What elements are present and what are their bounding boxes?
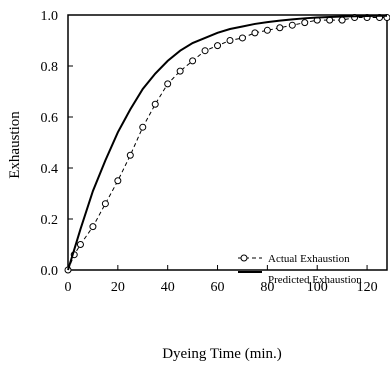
legend-actual-marker (240, 254, 248, 262)
series-actual-point (301, 19, 309, 27)
series-actual-line (67, 17, 387, 271)
x-tick-label: 40 (161, 280, 175, 295)
legend-predicted-label: Predicted Exhaustion (268, 274, 362, 286)
x-tick-label: 60 (211, 280, 225, 295)
y-tick-label: 0.6 (41, 111, 59, 126)
series-actual-point (176, 67, 184, 75)
plot-frame (67, 14, 388, 271)
series-actual-point (276, 24, 284, 32)
series-predicted-line (67, 14, 387, 271)
y-axis-title: Exhaustion (7, 111, 23, 179)
x-tick-label: 0 (65, 280, 72, 295)
y-tick-label: 0.4 (41, 162, 59, 177)
series-actual-point (114, 177, 122, 185)
series-actual-point (76, 241, 84, 248)
series-actual-point (338, 16, 346, 24)
x-tick-label: 20 (111, 280, 125, 295)
series-actual-point (201, 47, 209, 55)
series-actual-point (101, 200, 109, 208)
x-tick-label: 100 (307, 280, 328, 295)
y-tick-label: 0.2 (41, 213, 59, 228)
series-actual-point (164, 80, 172, 88)
series-actual-point (226, 37, 234, 44)
series-actual-point (238, 34, 246, 42)
y-tick-label: 1.0 (41, 9, 59, 24)
series-actual-point (151, 100, 159, 108)
x-tick-label: 120 (357, 280, 378, 295)
x-tick-label: 80 (260, 280, 274, 295)
y-tick-label: 0.8 (41, 60, 59, 75)
y-axis: 0.0 0.2 0.4 0.6 0.8 1.0 (41, 9, 73, 279)
series-actual-point (214, 42, 222, 50)
series-actual-point (288, 21, 296, 29)
series-actual-point (263, 26, 271, 34)
x-axis-title: Dyeing Time (min.) (162, 346, 282, 362)
plot-area (67, 14, 388, 271)
x-axis: 0 20 40 60 80 100 120 (65, 265, 378, 295)
series-actual-point (251, 29, 259, 37)
series-actual-point (139, 123, 147, 131)
y-tick-label: 0.0 (41, 264, 59, 279)
series-actual-point (189, 57, 197, 65)
legend: Actual Exhaustion Predicted Exhaustion (238, 253, 362, 286)
series-actual-point (89, 223, 97, 231)
series-layer (64, 14, 390, 274)
series-actual-point (126, 151, 134, 159)
legend-actual-label: Actual Exhaustion (268, 253, 350, 265)
